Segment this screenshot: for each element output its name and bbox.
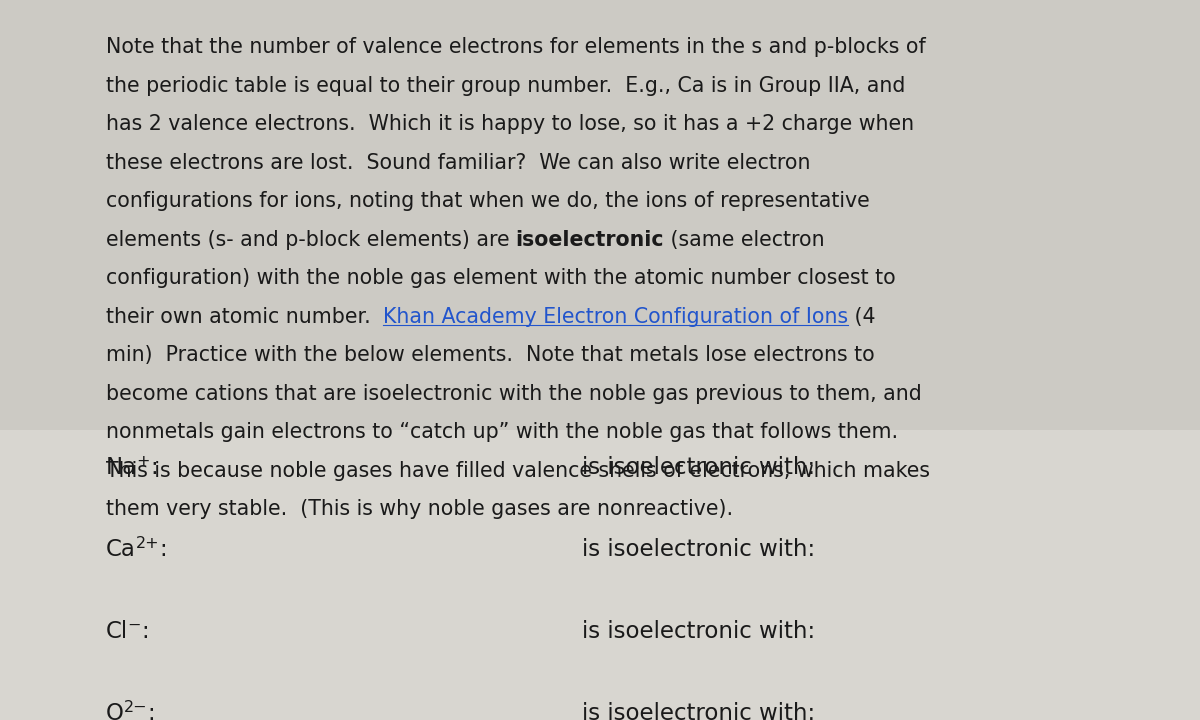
Text: configuration) with the noble gas element with the atomic number closest to: configuration) with the noble gas elemen…	[106, 269, 895, 288]
Text: Khan Academy Electron Configuration of Ions: Khan Academy Electron Configuration of I…	[383, 307, 848, 327]
Text: is isoelectronic with:: is isoelectronic with:	[582, 456, 815, 480]
Text: :: :	[150, 456, 158, 480]
Text: their own atomic number.: their own atomic number.	[106, 307, 383, 327]
Text: This is because noble gases have filled valence shells of electrons, which makes: This is because noble gases have filled …	[106, 461, 930, 481]
Text: Note that the number of valence electrons for elements in the s and p-blocks of: Note that the number of valence electron…	[106, 37, 925, 58]
Text: isoelectronic: isoelectronic	[516, 230, 665, 250]
Text: +: +	[137, 454, 150, 469]
Text: nonmetals gain electrons to “catch up” with the noble gas that follows them.: nonmetals gain electrons to “catch up” w…	[106, 422, 898, 442]
Text: (4: (4	[848, 307, 876, 327]
Text: is isoelectronic with:: is isoelectronic with:	[582, 539, 815, 562]
Text: them very stable.  (This is why noble gases are nonreactive).: them very stable. (This is why noble gas…	[106, 499, 733, 519]
Text: Ca: Ca	[106, 539, 136, 562]
Text: (same electron: (same electron	[665, 230, 824, 250]
Text: 2+: 2+	[136, 536, 160, 552]
Text: −: −	[127, 618, 142, 633]
Text: 2−: 2−	[124, 701, 146, 715]
Text: the periodic table is equal to their group number.  E.g., Ca is in Group IIA, an: the periodic table is equal to their gro…	[106, 76, 905, 96]
Text: Na: Na	[106, 456, 137, 480]
Text: +: +	[137, 454, 150, 469]
Text: 2−: 2−	[124, 701, 146, 715]
Text: has 2 valence electrons.  Which it is happy to lose, so it has a +2 charge when: has 2 valence electrons. Which it is hap…	[106, 114, 913, 134]
Text: :: :	[160, 539, 167, 562]
Text: is isoelectronic with:: is isoelectronic with:	[582, 703, 815, 720]
Text: 2+: 2+	[136, 536, 160, 552]
Text: elements (s- and p-block elements) are: elements (s- and p-block elements) are	[106, 230, 516, 250]
Text: :: :	[146, 703, 155, 720]
Text: O: O	[106, 703, 124, 720]
Bar	[0, 430, 1200, 720]
Text: −: −	[127, 618, 142, 633]
Text: min)  Practice with the below elements.  Note that metals lose electrons to: min) Practice with the below elements. N…	[106, 346, 875, 365]
Text: these electrons are lost.  Sound familiar?  We can also write electron: these electrons are lost. Sound familiar…	[106, 153, 810, 173]
Text: :: :	[142, 621, 149, 644]
Text: Cl: Cl	[106, 621, 127, 644]
Text: become cations that are isoelectronic with the noble gas previous to them, and: become cations that are isoelectronic wi…	[106, 384, 922, 404]
Text: configurations for ions, noting that when we do, the ions of representative: configurations for ions, noting that whe…	[106, 192, 869, 211]
Text: is isoelectronic with:: is isoelectronic with:	[582, 621, 815, 644]
